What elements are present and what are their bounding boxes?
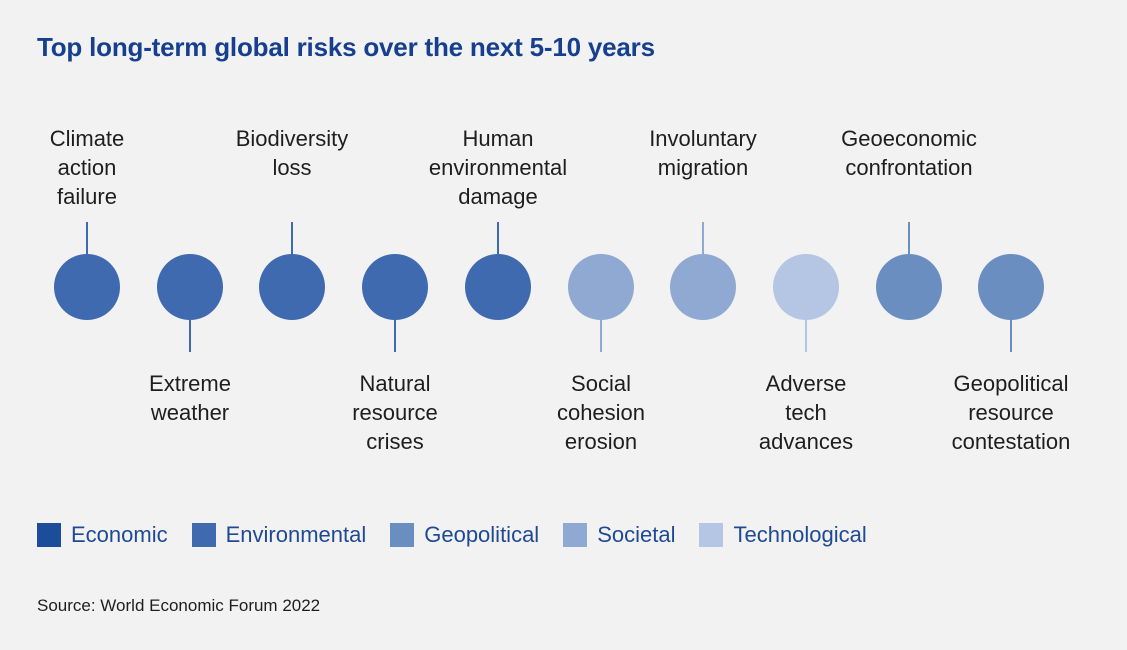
risk-label: Biodiversity loss (235, 126, 349, 180)
legend-item-economic: Economic (37, 522, 168, 548)
risk-label: Extreme weather (149, 371, 231, 425)
legend: Economic Environmental Geopolitical Societa… (37, 522, 891, 548)
risk-circle (568, 254, 634, 320)
legend-item-geopolitical: Geopolitical (390, 522, 539, 548)
risk-diagram: Climate action failure Extreme weather Bio… (49, 126, 1071, 454)
risk-label: Natural resource crises (352, 371, 438, 454)
legend-label: Environmental (225, 522, 367, 547)
risk-label: Involuntary migration (649, 126, 757, 180)
risk-label: Geopolitical resource contestation (951, 371, 1071, 454)
legend-item-environmental: Environmental (191, 522, 367, 548)
risk-label: Human environmental damage (428, 126, 568, 209)
risk-circle (362, 254, 428, 320)
risk-label: Social cohesion erosion (556, 371, 646, 454)
legend-swatch (191, 523, 216, 547)
page-title: Top long-term global risks over the next… (37, 32, 655, 62)
risk-label: Climate action failure (49, 126, 125, 209)
risk-circle (773, 254, 839, 320)
legend-item-societal: Societal (563, 522, 675, 548)
risk-circle (157, 254, 223, 320)
risk-connector (394, 320, 396, 352)
source-note: Source: World Economic Forum 2022 (37, 596, 321, 615)
legend-label: Geopolitical (424, 522, 540, 547)
risk-circle (876, 254, 942, 320)
legend-swatch (699, 523, 724, 547)
legend-swatch (390, 523, 415, 547)
risk-connector (291, 222, 293, 254)
legend-swatch (563, 523, 588, 547)
risk-circle (465, 254, 531, 320)
risk-connector (189, 320, 191, 352)
risk-label: Adverse tech advances (758, 371, 854, 454)
legend-swatch (37, 523, 61, 547)
legend-item-technological: Technological (699, 522, 867, 548)
risk-connector (702, 222, 704, 254)
risk-connector (1010, 320, 1012, 352)
risk-label: Geoeconomic confrontation (841, 126, 977, 180)
risk-circle (978, 254, 1044, 320)
risk-connector (497, 222, 499, 254)
risk-circle (54, 254, 120, 320)
risk-connector (908, 222, 910, 254)
legend-label: Economic (71, 522, 168, 547)
risk-circle (670, 254, 736, 320)
risk-circle (259, 254, 325, 320)
risk-connector (805, 320, 807, 352)
risk-connector (600, 320, 602, 352)
legend-label: Societal (597, 522, 676, 547)
risk-connector (86, 222, 88, 254)
legend-label: Technological (733, 522, 867, 547)
